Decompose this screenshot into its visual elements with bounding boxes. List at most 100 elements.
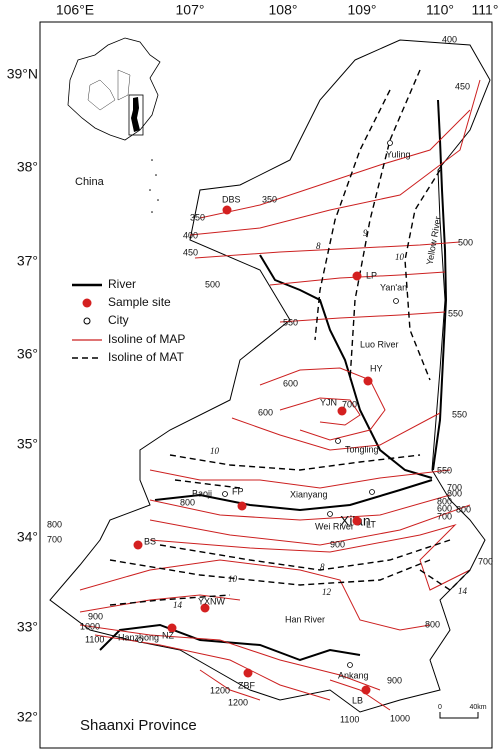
city-marker (369, 489, 375, 495)
map-isoline-label: 500 (458, 237, 473, 247)
lon-label: 106°E (56, 2, 94, 18)
mat-isoline-label: 14 (173, 600, 183, 610)
map-isoline-label: 1100 (85, 634, 104, 644)
site-label: YXNW (198, 596, 226, 606)
city-label: Yuling (386, 149, 411, 159)
mat-isolines (109, 69, 471, 606)
province-boundary (49, 39, 491, 713)
map-isoline-label: 550 (283, 317, 298, 327)
site-label: LT (366, 519, 376, 529)
site-label: DBS (222, 194, 241, 204)
sample-site (352, 271, 362, 281)
city-marker (387, 140, 393, 146)
map-isoline-label: 700 (437, 511, 452, 521)
map-isoline-label: 700 (47, 534, 62, 544)
map-isoline-label: 400 (442, 34, 457, 44)
site-label: NZ (162, 630, 174, 640)
city-marker (137, 637, 143, 643)
map-title: Shaanxi Province (80, 717, 197, 734)
sample-site (243, 668, 253, 678)
map-isoline-label: 500 (205, 279, 220, 289)
city-label: Ankang (338, 670, 369, 680)
mat-isoline-label: 12 (322, 587, 332, 597)
city-label: Yan'an (380, 282, 407, 292)
rivers (99, 99, 448, 662)
lon-label: 107° (176, 2, 205, 18)
map-isoline-label: 900 (88, 611, 103, 621)
city-label: Tongling (345, 444, 379, 454)
map-isoline-label: 900 (387, 675, 402, 685)
map-isoline-label: 1200 (210, 685, 230, 695)
sample-site (352, 516, 362, 526)
inset-map (67, 37, 161, 213)
inset-label: China (75, 176, 105, 188)
map-isoline-label: 700 (342, 399, 357, 409)
mat-isoline-label: 10 (395, 252, 405, 262)
map-isoline-label: 1200 (228, 697, 248, 707)
mat-isoline-label: 8 (316, 241, 321, 251)
mat-isoline-label: 8 (320, 562, 325, 572)
map-isoline-label: 550 (448, 308, 463, 318)
map-isoline-label: 450 (183, 247, 198, 257)
lat-label: 39°N (7, 66, 38, 82)
map-isoline-label: 800 (447, 488, 462, 498)
lon-label: 109° (348, 2, 377, 18)
map-isolines (79, 79, 481, 711)
map-isoline-label: 550 (437, 465, 452, 475)
mat-isoline-label: 14 (458, 586, 468, 596)
river-label: Luo River (360, 339, 399, 349)
scale-label: 0 (438, 704, 442, 711)
map-isoline-label: 600 (437, 503, 452, 513)
map-isoline-label: 800 (47, 519, 62, 529)
lat-label: 36° (17, 346, 38, 362)
map-isoline-label: 350 (190, 212, 205, 222)
city-label: Xianyang (290, 489, 328, 499)
site-label: HY (370, 363, 383, 373)
map-isoline-label: 600 (283, 378, 298, 388)
map-isoline-label: 1000 (80, 621, 100, 631)
sample-site (222, 205, 232, 215)
lat-label: 38° (17, 159, 38, 175)
map-isoline-label: 350 (262, 194, 277, 204)
city-label: Baoji (192, 488, 212, 498)
sample-site (363, 376, 373, 386)
city-label: Hanzhong (118, 632, 159, 642)
city-marker (327, 511, 333, 517)
river-label: Han River (285, 614, 325, 624)
sample-site (337, 406, 347, 416)
map-isoline-label: 450 (455, 81, 470, 91)
lon-label: 110° (426, 2, 454, 18)
lon-label: 108° (269, 2, 298, 18)
map-isoline-label: 550 (452, 409, 467, 419)
legend-label: River (108, 277, 136, 291)
site-label: FP (232, 486, 244, 496)
site-label: BS (144, 536, 156, 546)
lat-label: 37° (17, 253, 38, 269)
map-isoline-label: 1000 (390, 713, 410, 723)
city-marker (347, 662, 353, 668)
map-isoline-label: 700 (478, 556, 493, 566)
legend-label: Isoline of MAP (108, 332, 185, 346)
river-label: Wei River (315, 521, 354, 531)
mat-isoline-label: 10 (210, 446, 220, 456)
sample-site (167, 623, 177, 633)
scale-label: 40km (469, 704, 486, 711)
map-isoline-label: 700 (447, 482, 462, 492)
map-isoline-label: 1100 (340, 714, 359, 724)
legend-label: Sample site (108, 295, 171, 309)
map-isoline-label: 800 (437, 496, 452, 506)
lat-label: 32° (17, 709, 38, 725)
sample-site (361, 685, 371, 695)
map-isoline-label: 800 (180, 497, 195, 507)
sample-site (237, 501, 247, 511)
site-label: LP (366, 270, 377, 280)
mat-isoline-label: 9 (363, 228, 368, 238)
site-label: ZBF (238, 680, 256, 690)
sample-site (200, 603, 210, 613)
city-marker (222, 491, 228, 497)
lat-label: 35° (17, 436, 38, 452)
mat-isoline-label: 10 (228, 574, 238, 584)
map-isoline-label: 600 (258, 407, 273, 417)
legend-label: City (108, 313, 129, 327)
